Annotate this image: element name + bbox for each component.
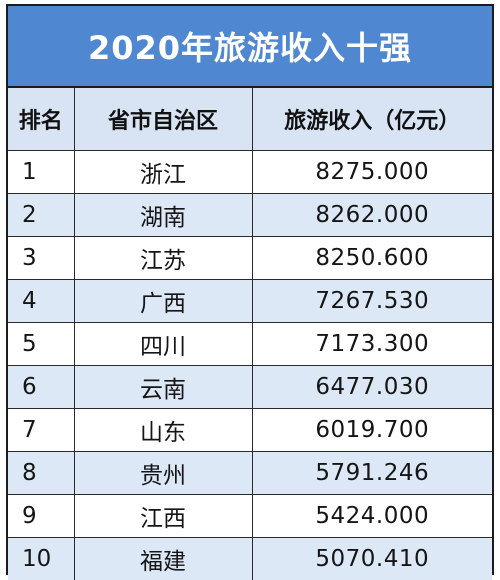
income-cell: 8250.600 <box>252 237 492 280</box>
header-income: 旅游收入（亿元） <box>252 88 492 151</box>
income-cell: 7267.530 <box>252 280 492 323</box>
table-row: 5 四川 7173.300 <box>8 323 492 366</box>
income-cell: 5070.410 <box>252 538 492 580</box>
province-cell: 福建 <box>74 538 252 580</box>
province-cell: 广西 <box>74 280 252 323</box>
income-cell: 6477.030 <box>252 366 492 409</box>
rank-cell: 4 <box>8 280 74 323</box>
province-cell: 浙江 <box>74 151 252 194</box>
province-cell: 贵州 <box>74 452 252 495</box>
income-cell: 8275.000 <box>252 151 492 194</box>
province-cell: 湖南 <box>74 194 252 237</box>
rank-cell: 6 <box>8 366 74 409</box>
ranking-table: 排名 省市自治区 旅游收入（亿元） 1 浙江 8275.000 2 湖南 826… <box>8 88 492 580</box>
table-row: 4 广西 7267.530 <box>8 280 492 323</box>
header-rank: 排名 <box>8 88 74 151</box>
rank-cell: 7 <box>8 409 74 452</box>
rank-cell: 5 <box>8 323 74 366</box>
rank-cell: 2 <box>8 194 74 237</box>
table-row: 7 山东 6019.700 <box>8 409 492 452</box>
province-cell: 四川 <box>74 323 252 366</box>
income-cell: 7173.300 <box>252 323 492 366</box>
table-title: 2020年旅游收入十强 <box>8 6 492 88</box>
table-row: 6 云南 6477.030 <box>8 366 492 409</box>
income-cell: 5424.000 <box>252 495 492 538</box>
header-province: 省市自治区 <box>74 88 252 151</box>
province-cell: 云南 <box>74 366 252 409</box>
province-cell: 江西 <box>74 495 252 538</box>
income-cell: 6019.700 <box>252 409 492 452</box>
rank-cell: 8 <box>8 452 74 495</box>
table-row: 2 湖南 8262.000 <box>8 194 492 237</box>
province-cell: 江苏 <box>74 237 252 280</box>
ranking-table-card: 2020年旅游收入十强 排名 省市自治区 旅游收入（亿元） 1 浙江 8275.… <box>6 4 494 575</box>
table-row: 9 江西 5424.000 <box>8 495 492 538</box>
province-cell: 山东 <box>74 409 252 452</box>
rank-cell: 10 <box>8 538 74 580</box>
rank-cell: 3 <box>8 237 74 280</box>
table-header-row: 排名 省市自治区 旅游收入（亿元） <box>8 88 492 151</box>
rank-cell: 1 <box>8 151 74 194</box>
income-cell: 5791.246 <box>252 452 492 495</box>
table-row: 3 江苏 8250.600 <box>8 237 492 280</box>
table-row: 1 浙江 8275.000 <box>8 151 492 194</box>
rank-cell: 9 <box>8 495 74 538</box>
table-row: 8 贵州 5791.246 <box>8 452 492 495</box>
income-cell: 8262.000 <box>252 194 492 237</box>
table-row: 10 福建 5070.410 <box>8 538 492 580</box>
